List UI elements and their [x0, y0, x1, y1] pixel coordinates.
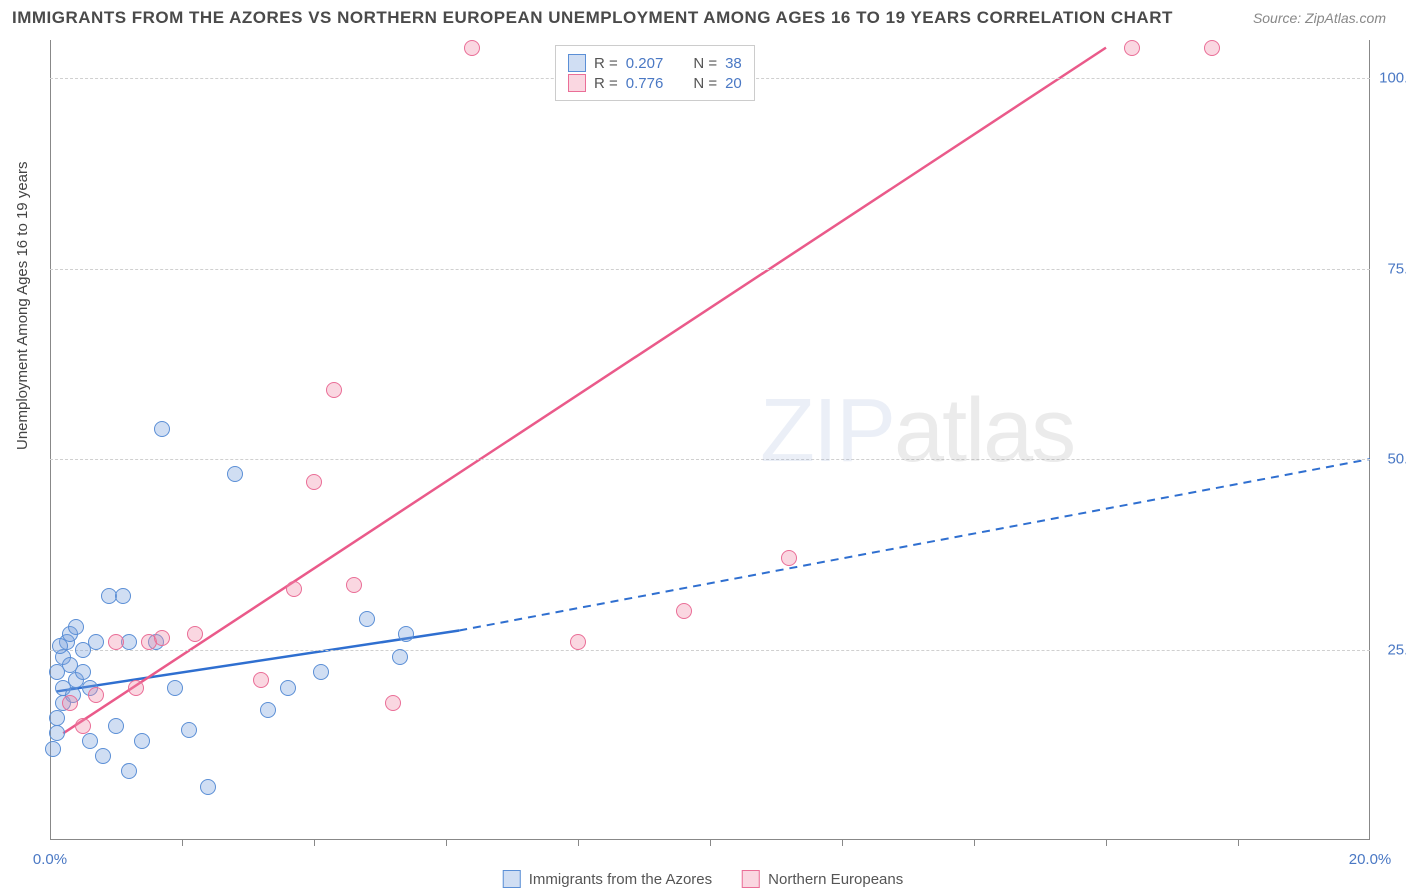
- scatter-point: [45, 741, 61, 757]
- y-tick-label: 75.0%: [1387, 260, 1406, 277]
- legend-item: Northern Europeans: [742, 870, 903, 888]
- legend-swatch: [568, 74, 586, 92]
- scatter-point: [128, 680, 144, 696]
- scatter-point: [62, 695, 78, 711]
- watermark-atlas: atlas: [894, 381, 1074, 481]
- scatter-point: [75, 718, 91, 734]
- chart-title: IMMIGRANTS FROM THE AZORES VS NORTHERN E…: [12, 8, 1173, 28]
- scatter-point: [676, 603, 692, 619]
- scatter-point: [68, 619, 84, 635]
- scatter-point: [398, 626, 414, 642]
- scatter-point: [82, 733, 98, 749]
- watermark-zip: ZIP: [760, 381, 894, 481]
- x-minor-tick: [578, 840, 579, 846]
- scatter-point: [385, 695, 401, 711]
- legend-series-name: Immigrants from the Azores: [529, 871, 712, 888]
- r-value: 0.776: [626, 75, 664, 92]
- scatter-point: [108, 634, 124, 650]
- x-minor-tick: [710, 840, 711, 846]
- scatter-point: [167, 680, 183, 696]
- legend-swatch: [568, 54, 586, 72]
- scatter-point: [781, 550, 797, 566]
- legend-row: R = 0.207 N = 38: [568, 54, 742, 72]
- scatter-point: [95, 748, 111, 764]
- scatter-point: [154, 630, 170, 646]
- scatter-point: [108, 718, 124, 734]
- legend-swatch: [503, 870, 521, 888]
- scatter-point: [392, 649, 408, 665]
- scatter-point: [1204, 40, 1220, 56]
- scatter-point: [286, 581, 302, 597]
- scatter-point: [570, 634, 586, 650]
- legend-series-name: Northern Europeans: [768, 871, 903, 888]
- x-minor-tick: [842, 840, 843, 846]
- plot-area: 25.0%50.0%75.0%100.0%0.0%20.0%: [50, 40, 1370, 840]
- scatter-point: [306, 474, 322, 490]
- source-label: Source: ZipAtlas.com: [1253, 10, 1386, 26]
- n-value: 38: [725, 55, 742, 72]
- x-tick-label: 20.0%: [1349, 851, 1392, 868]
- scatter-point: [280, 680, 296, 696]
- x-minor-tick: [314, 840, 315, 846]
- scatter-point: [200, 779, 216, 795]
- y-tick-label: 100.0%: [1379, 70, 1406, 87]
- watermark: ZIPatlas: [760, 380, 1074, 483]
- scatter-point: [49, 725, 65, 741]
- gridline: [50, 269, 1370, 270]
- scatter-point: [1124, 40, 1140, 56]
- gridline: [50, 650, 1370, 651]
- scatter-point: [313, 664, 329, 680]
- n-label: N =: [693, 55, 717, 72]
- n-label: N =: [693, 75, 717, 92]
- scatter-point: [326, 382, 342, 398]
- scatter-point: [253, 672, 269, 688]
- y-tick-label: 25.0%: [1387, 641, 1406, 658]
- r-value: 0.207: [626, 55, 664, 72]
- scatter-point: [88, 687, 104, 703]
- scatter-point: [187, 626, 203, 642]
- x-tick-label: 0.0%: [33, 851, 67, 868]
- x-minor-tick: [182, 840, 183, 846]
- scatter-point: [359, 611, 375, 627]
- scatter-point: [49, 710, 65, 726]
- x-minor-tick: [974, 840, 975, 846]
- scatter-point: [260, 702, 276, 718]
- scatter-point: [75, 664, 91, 680]
- y-tick-label: 50.0%: [1387, 451, 1406, 468]
- r-label: R =: [594, 55, 618, 72]
- x-minor-tick: [446, 840, 447, 846]
- legend-row: R = 0.776 N = 20: [568, 74, 742, 92]
- scatter-point: [464, 40, 480, 56]
- n-value: 20: [725, 75, 742, 92]
- y-axis-label: Unemployment Among Ages 16 to 19 years: [14, 161, 31, 450]
- scatter-point: [88, 634, 104, 650]
- gridline: [50, 459, 1370, 460]
- scatter-point: [121, 763, 137, 779]
- series-legend: Immigrants from the Azores Northern Europ…: [503, 870, 904, 888]
- scatter-point: [346, 577, 362, 593]
- scatter-point: [52, 638, 68, 654]
- trend-lines-svg: [50, 40, 1370, 840]
- scatter-point: [154, 421, 170, 437]
- correlation-legend: R = 0.207 N = 38 R = 0.776 N = 20: [555, 45, 755, 101]
- legend-swatch: [742, 870, 760, 888]
- x-minor-tick: [1106, 840, 1107, 846]
- scatter-point: [181, 722, 197, 738]
- r-label: R =: [594, 75, 618, 92]
- scatter-point: [134, 733, 150, 749]
- x-minor-tick: [1238, 840, 1239, 846]
- legend-item: Immigrants from the Azores: [503, 870, 712, 888]
- scatter-point: [115, 588, 131, 604]
- scatter-point: [227, 466, 243, 482]
- right-axis-line: [1369, 40, 1370, 840]
